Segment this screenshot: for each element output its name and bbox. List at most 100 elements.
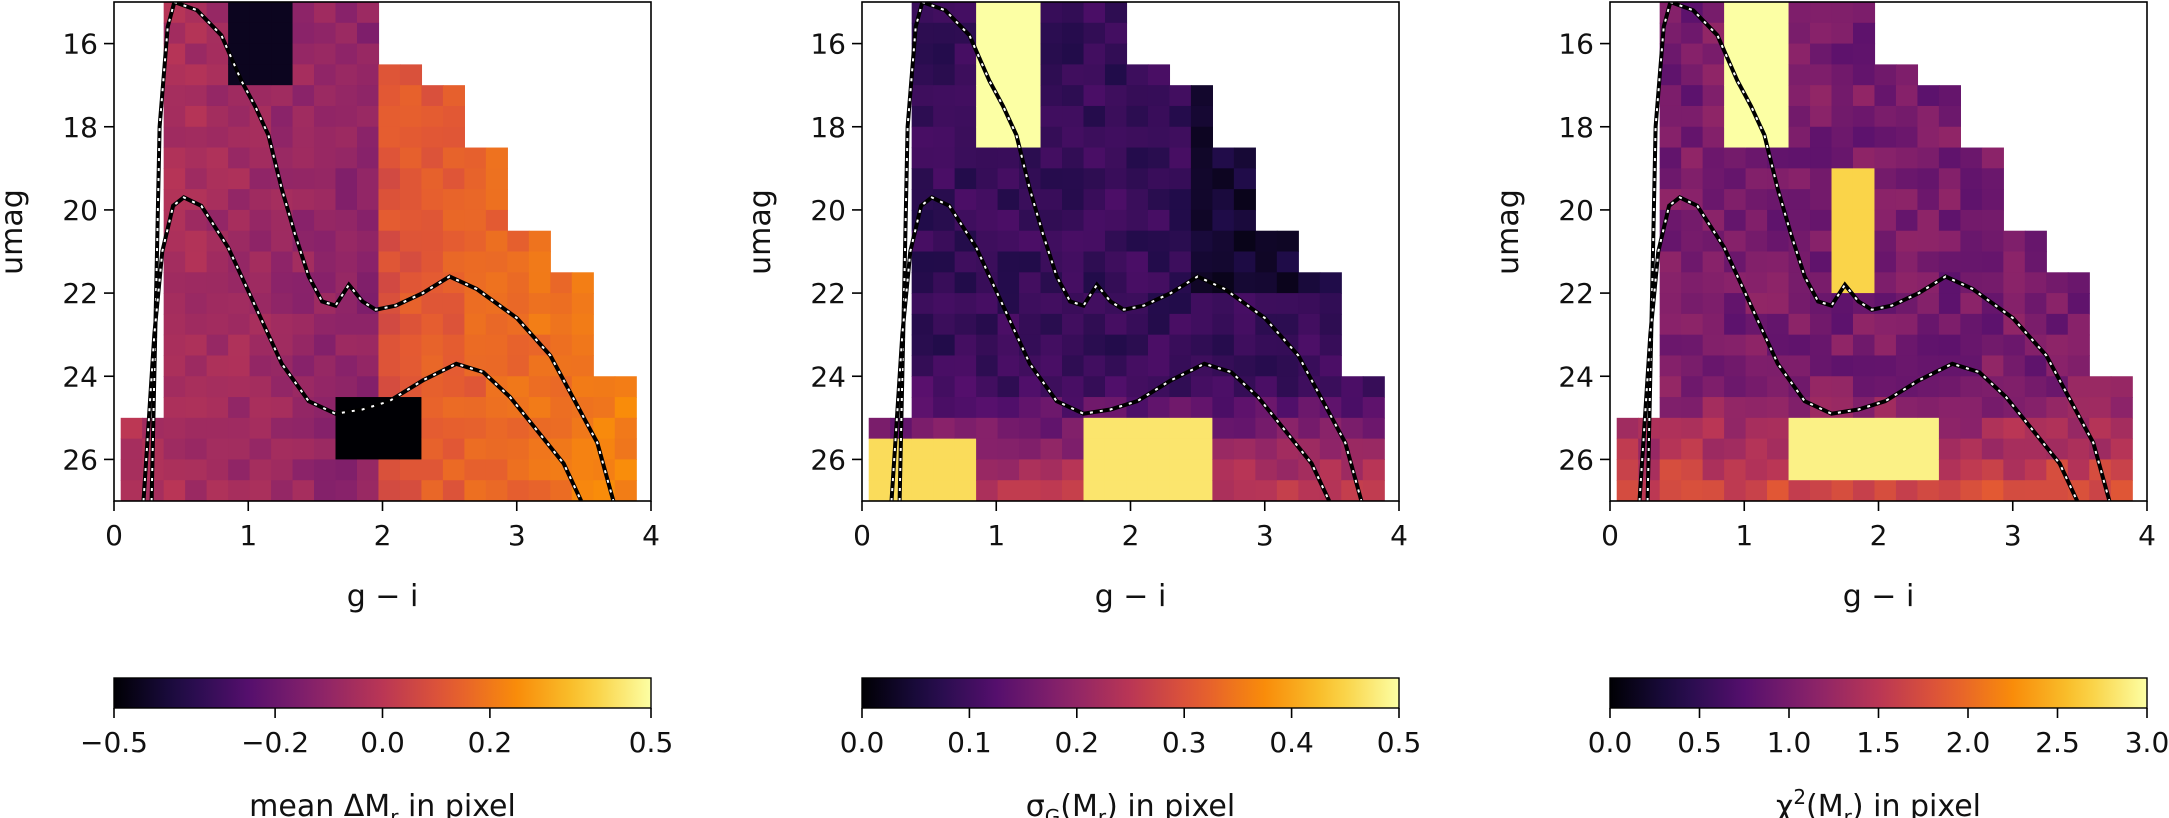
heatmap-cell [1040, 22, 1063, 45]
heatmap-cell [163, 168, 186, 190]
heatmap-cell [1767, 43, 1790, 65]
heatmap-cell [1062, 272, 1085, 294]
heatmap-cell [2089, 417, 2112, 440]
heatmap-cell [1276, 272, 1299, 294]
heatmap-cell [1831, 417, 1854, 440]
heatmap-cell [314, 251, 337, 273]
heatmap-cell [249, 376, 272, 398]
heatmap-cell [933, 105, 956, 128]
heatmap-cell [954, 334, 977, 357]
heatmap-cell [1981, 355, 2004, 377]
heatmap-cell [485, 251, 508, 273]
heatmap-cell [163, 293, 186, 315]
heatmap-cell [378, 230, 401, 253]
heatmap-cell [1895, 272, 1919, 294]
heatmap-cell [378, 334, 401, 357]
heatmap-cell [868, 438, 891, 461]
heatmap-cell [442, 438, 465, 461]
heatmap-cell [292, 147, 315, 169]
heatmap-cell [1981, 147, 2004, 169]
heatmap-cell [1960, 417, 1983, 440]
heatmap-cell [1810, 105, 1833, 128]
heatmap-cell [2024, 459, 2047, 481]
heatmap-cell [1788, 105, 1811, 128]
heatmap-cell [314, 438, 337, 461]
heatmap-cell [1788, 189, 1811, 211]
heatmap-cell [1724, 293, 1747, 315]
heatmap-cell [868, 480, 891, 501]
heatmap-cell [1147, 64, 1171, 86]
heatmap-cell [2046, 417, 2069, 440]
heatmap-cell [1981, 209, 2004, 232]
heatmap-cell [1981, 272, 2004, 294]
heatmap-cell [1831, 480, 1854, 501]
heatmap-cell [271, 105, 294, 128]
heatmap-cell [292, 189, 315, 211]
heatmap-cell [1169, 147, 1192, 169]
heatmap-cell [1104, 64, 1128, 86]
heatmap-cell [933, 313, 956, 336]
heatmap-cell [1126, 313, 1149, 336]
heatmap-cell [911, 85, 934, 107]
y-axis-label: umag [0, 189, 30, 275]
heatmap-cell [593, 397, 616, 419]
heatmap-cells-1 [120, 2, 637, 501]
heatmap-cell [163, 230, 186, 253]
y-tick-label: 26 [62, 443, 98, 476]
heatmap-cell [2024, 480, 2047, 501]
heatmap-cell [185, 355, 208, 377]
heatmap-cell [1319, 376, 1342, 398]
heatmap-cell [228, 126, 251, 149]
heatmap-cell [335, 22, 358, 45]
heatmap-cell [314, 22, 337, 45]
heatmap-cell [1810, 438, 1833, 461]
heatmap-cell [1169, 376, 1192, 398]
heatmap-cell [228, 334, 251, 357]
heatmap-cell [614, 480, 637, 501]
heatmap-cell [1040, 2, 1063, 24]
heatmap-cell [976, 293, 999, 315]
y-tick-label: 24 [810, 360, 846, 393]
heatmap-cell [1190, 397, 1213, 419]
heatmap-cell [1190, 168, 1213, 190]
heatmap-cell [120, 480, 143, 501]
heatmap-cell [314, 272, 337, 294]
heatmap-cell [206, 85, 229, 107]
heatmap-cell [314, 230, 337, 253]
heatmap-cell [2067, 355, 2090, 377]
heatmap-cell [1190, 334, 1213, 357]
heatmap-cell [1724, 376, 1747, 398]
heatmap-cell [1062, 459, 1085, 481]
heatmap-cell [1062, 64, 1085, 86]
heatmap-cell [421, 459, 444, 481]
heatmap-cell [1938, 417, 1961, 440]
heatmap-cell [1960, 293, 1983, 315]
heatmap-cell [2089, 376, 2112, 398]
heatmap-cell [1874, 230, 1897, 253]
heatmap-cell [1681, 209, 1704, 232]
heatmap-cell [507, 334, 530, 357]
heatmap-cell [1083, 355, 1106, 377]
heatmap-cell [1724, 2, 1747, 24]
heatmap-cell [1938, 438, 1961, 461]
heatmap-cell [249, 355, 272, 377]
heatmap-cell [1917, 313, 1940, 336]
heatmap-cell [185, 376, 208, 398]
heatmap-cell [421, 438, 444, 461]
heatmap-cell [1938, 397, 1961, 419]
heatmap-cell [1147, 209, 1171, 232]
heatmap-cell [1745, 334, 1768, 357]
heatmap-cell [1895, 85, 1919, 107]
heatmap-cell [1724, 168, 1747, 190]
colorbar-tick-label: 0.5 [629, 726, 674, 759]
heatmap-cell [356, 64, 380, 86]
heatmap-cell [206, 64, 229, 86]
heatmap-cell [2110, 459, 2133, 481]
heatmap-cell [2046, 272, 2069, 294]
heatmap-cell [335, 2, 358, 24]
heatmap-cell [868, 417, 891, 440]
heatmap-cell [292, 126, 315, 149]
heatmap-cell [292, 209, 315, 232]
heatmap-cell [271, 43, 294, 65]
heatmap-cell [1681, 126, 1704, 149]
